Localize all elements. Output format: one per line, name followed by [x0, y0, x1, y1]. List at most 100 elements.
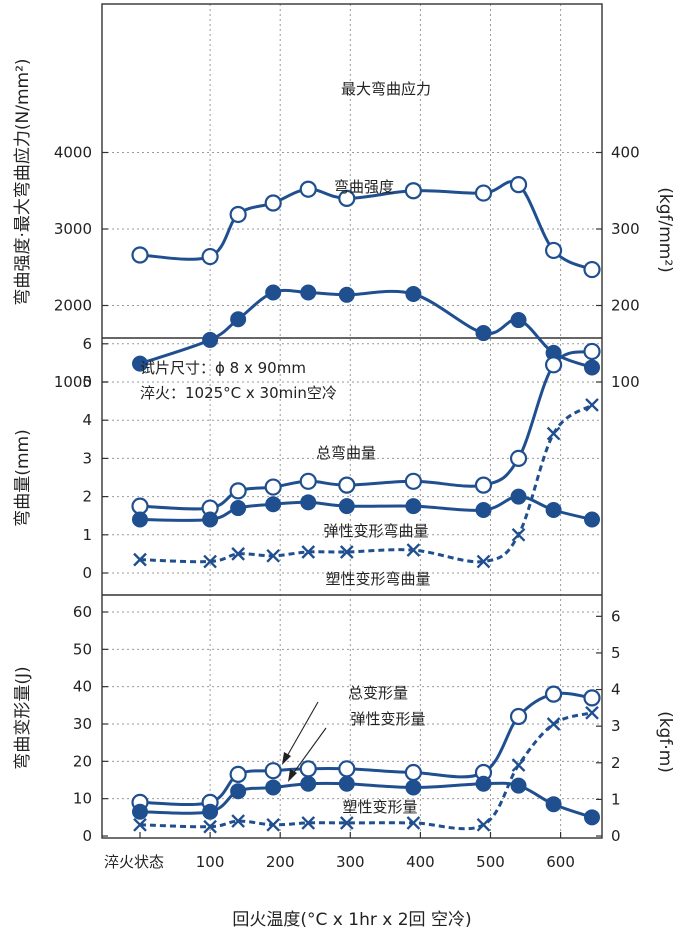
data-point-open	[338, 760, 356, 778]
y-tick-label: 3	[82, 449, 92, 467]
data-point-x	[203, 819, 217, 834]
data-series	[131, 176, 601, 834]
data-point-filled	[405, 779, 422, 796]
data-point-filled	[475, 775, 492, 792]
data-point-open	[544, 685, 563, 703]
data-point-filled	[300, 284, 317, 301]
data-point-x	[203, 554, 217, 569]
series-line	[139, 288, 593, 369]
annotation-arrow-elastic	[291, 727, 327, 776]
data-point-filled	[300, 775, 317, 792]
y-right-tick-label: 400	[611, 144, 640, 162]
y-tick-label: 60	[73, 603, 92, 621]
data-point-filled	[265, 779, 282, 796]
data-point-open	[229, 482, 247, 500]
data-point-x	[266, 548, 281, 563]
series-1	[132, 488, 600, 528]
series-2	[131, 685, 601, 812]
data-point-open	[264, 762, 282, 780]
y-right-tick-label: 5	[611, 644, 621, 662]
y-right-tick-label: 1	[611, 790, 621, 808]
data-point-open	[544, 241, 563, 260]
y-tick-label: 3000	[54, 220, 92, 238]
data-point-open	[583, 260, 601, 279]
data-point-filled	[338, 775, 355, 792]
series-labels: 最大弯曲应力弯曲强度总弯曲量弹性变形弯曲量塑性变形弯曲量总变形量弹性变形量塑性变…	[316, 80, 431, 816]
y-right-tick-label: 300	[611, 220, 640, 238]
series-label: 塑性变形量	[342, 798, 417, 816]
y-axis-label-deflection: 弯曲量(mm)	[13, 429, 33, 526]
y-axis-label-strength: 弯曲强度·最大弯曲应力(N/mm²)	[13, 58, 33, 305]
series-1	[133, 398, 599, 569]
y-tick-label: 30	[73, 715, 92, 733]
specimen-annotation: 试片尺寸：ϕ 8 x 90mm	[140, 359, 306, 377]
series-label: 总变形量	[348, 684, 408, 702]
x-tick-label: 300	[336, 853, 365, 871]
data-point-filled	[132, 355, 148, 372]
data-point-open	[201, 247, 219, 266]
series-line	[139, 711, 593, 831]
x-axis-label: 回火温度(°C x 1hr x 2回 空冷)	[232, 910, 471, 930]
data-point-x	[476, 817, 491, 832]
data-point-filled	[584, 511, 600, 528]
data-point-x	[585, 705, 599, 720]
y-right-tick-label: 200	[611, 297, 640, 315]
y-right-tick-label: 0	[611, 827, 621, 845]
data-point-open	[299, 180, 317, 198]
data-point-filled	[510, 488, 527, 505]
data-point-x	[231, 547, 245, 561]
data-point-open	[338, 189, 356, 207]
y-axis-label-right-strength: (kgf/mm²)	[655, 187, 675, 273]
y-tick-label: 2	[82, 488, 92, 506]
x-tick-label: 淬火状态	[104, 853, 164, 871]
series-label: 最大弯曲应力	[341, 80, 431, 98]
data-point-filled	[265, 284, 282, 301]
data-point-open	[509, 449, 528, 467]
data-point-open	[404, 763, 422, 782]
data-point-filled	[338, 498, 355, 515]
y-tick-label: 0	[82, 827, 92, 845]
data-point-open	[299, 760, 317, 778]
series-2	[132, 775, 600, 826]
y-right-tick-label: 6	[611, 607, 621, 625]
data-point-x	[301, 545, 316, 559]
data-point-open	[131, 246, 149, 264]
data-point-open	[229, 205, 247, 224]
data-point-open	[583, 689, 601, 707]
data-point-open	[474, 184, 493, 202]
data-point-filled	[202, 803, 219, 820]
y-tick-label: 6	[82, 335, 92, 353]
data-point-filled	[405, 286, 422, 303]
y-right-tick-label: 4	[611, 681, 621, 699]
data-point-open	[299, 472, 317, 490]
data-point-x	[406, 816, 421, 830]
data-point-x	[585, 398, 599, 412]
series-1	[131, 342, 601, 517]
x-tick-label: 600	[546, 853, 575, 871]
x-tick-label: 400	[406, 853, 435, 871]
data-point-x	[339, 816, 354, 830]
quench-annotation: 淬火：1025°C x 30min空冷	[140, 384, 337, 402]
data-point-filled	[510, 777, 527, 794]
y-tick-label: 4	[82, 411, 92, 429]
annotation-arrow-total	[285, 701, 319, 759]
data-point-filled	[132, 803, 148, 820]
series-label: 塑性变形弯曲量	[325, 570, 430, 588]
data-point-x	[133, 817, 147, 832]
data-point-filled	[132, 511, 148, 528]
data-point-x	[231, 814, 245, 828]
data-point-open	[474, 476, 493, 494]
data-point-open	[404, 472, 422, 490]
y-tick-label: 0	[82, 564, 92, 582]
x-tick-label: 100	[196, 853, 225, 871]
y-right-tick-label: 100	[611, 373, 640, 391]
data-point-x	[511, 527, 526, 542]
data-point-open	[509, 176, 528, 194]
data-point-filled	[475, 325, 492, 342]
y-tick-label: 40	[73, 678, 92, 696]
data-point-open	[509, 707, 528, 726]
data-point-open	[131, 497, 149, 515]
y-tick-label: 1	[82, 526, 92, 544]
chart-frame	[101, 3, 603, 839]
y-tick-label: 10	[73, 790, 92, 808]
